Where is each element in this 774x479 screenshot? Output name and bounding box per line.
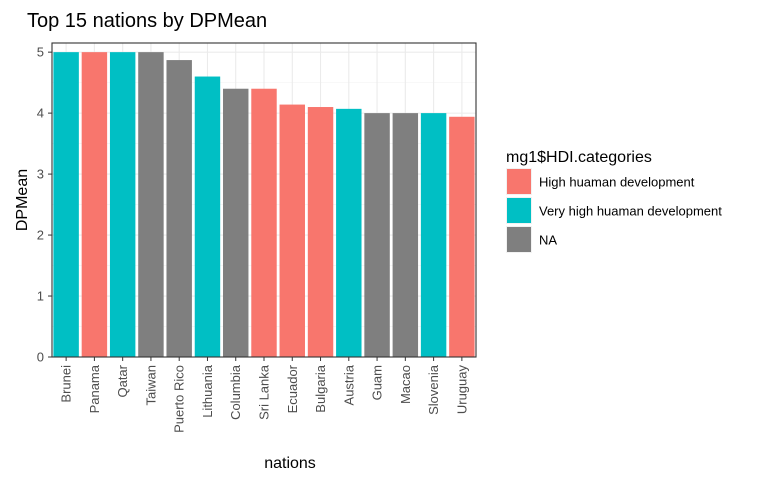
y-tick-label: 5 [37,45,44,60]
y-tick-label: 0 [37,350,44,365]
y-tick-label: 3 [37,167,44,182]
legend-key-swatch [507,169,531,194]
legend-key-swatch [507,227,531,252]
bar-taiwan [138,52,164,357]
legend-label: High huaman development [539,175,695,190]
x-tick-label: Sri Lanka [257,364,272,420]
x-tick-label: Qatar [115,364,130,397]
legend-label: NA [539,233,557,248]
x-tick-label: Slovenia [426,364,441,415]
bar-ecuador [279,104,305,357]
x-tick-label: Austria [341,364,356,405]
y-tick-label: 2 [37,228,44,243]
bar-bulgaria [307,107,334,358]
x-tick-label: Uruguay [454,365,469,415]
x-tick-label: Brunei [59,365,74,403]
bar-puerto-rico [166,60,192,358]
bar-sri-lanka [251,88,277,358]
x-tick-label: Guam [370,365,385,400]
bar-macao [392,113,419,357]
legend: mg1$HDI.categories High huaman developme… [506,149,722,253]
bar-austria [336,108,362,357]
x-tick-label: Macao [398,365,413,404]
bar-panama [81,52,108,357]
x-tick-label: Puerto Rico [172,365,187,433]
x-tick-label: Ecuador [285,364,300,413]
x-tick-label: Lithuania [200,364,215,418]
legend-title: mg1$HDI.categories [506,149,652,166]
x-tick-label: Panama [87,364,102,413]
chart-title: Top 15 nations by DPMean [27,10,267,32]
bar-guam [364,113,390,357]
x-tick-label: Taiwan [143,365,158,405]
legend-key-swatch [507,198,531,223]
x-tick-label: Bulgaria [313,364,328,412]
bar-uruguay [449,116,475,358]
legend-label: Very high huaman development [539,204,722,219]
y-tick-label: 1 [37,289,44,304]
y-tick-label: 4 [37,106,44,121]
bar-columbia [223,88,249,358]
bar-qatar [109,52,136,357]
y-axis-title: DPMean [14,169,31,231]
bar-slovenia [420,113,447,357]
x-axis-title: nations [264,455,316,472]
bar-brunei [53,52,79,357]
x-tick-label: Columbia [228,364,243,420]
bar-lithuania [194,76,221,357]
